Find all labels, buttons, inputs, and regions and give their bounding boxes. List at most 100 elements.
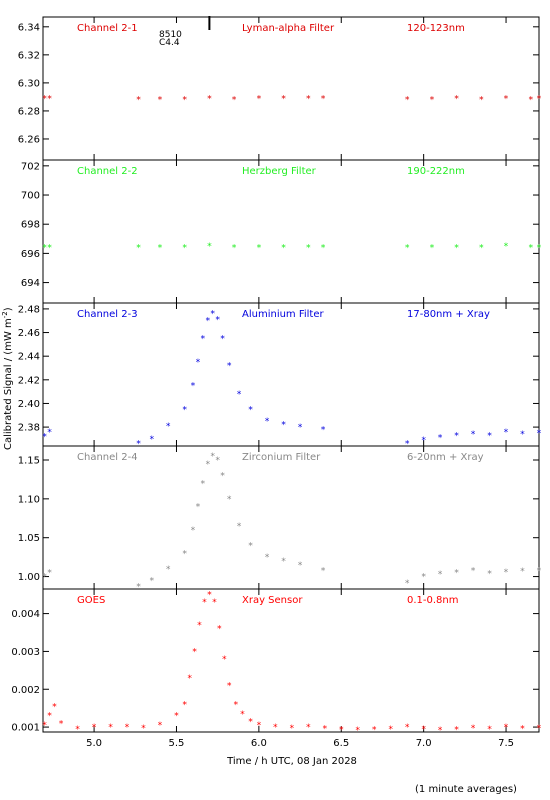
data-point: * [536, 429, 541, 439]
event-label-number: 8510 [159, 30, 182, 40]
panel-band-label: 6-20nm + Xray [407, 452, 484, 463]
data-point: * [256, 721, 261, 731]
data-point: * [320, 244, 325, 254]
data-point: * [182, 244, 187, 254]
data-point: * [149, 435, 154, 445]
data-point: * [437, 726, 442, 736]
data-point: * [503, 428, 508, 438]
data-point: * [454, 726, 459, 736]
y-tick-label: 1.10 [18, 494, 40, 505]
data-point: * [281, 557, 286, 567]
series-points: * * * * * * * * * * * * * * * * * * [42, 94, 542, 105]
data-point: * [355, 726, 360, 736]
panel-frame [42, 16, 540, 161]
data-point: * [157, 244, 162, 254]
data-point: * [233, 700, 238, 710]
data-point: * [536, 566, 541, 576]
data-point: * [226, 682, 231, 692]
data-point: * [421, 436, 426, 446]
y-tick-label: 696 [21, 249, 40, 260]
data-point: * [487, 725, 492, 735]
data-point: * [454, 569, 459, 579]
data-point: * [212, 598, 217, 608]
data-point: * [207, 242, 212, 252]
data-point: * [487, 570, 492, 580]
data-point: * [207, 94, 212, 104]
panel-frame [42, 588, 540, 733]
panels: 6.26 6.28 6.30 6.32 6.34 Channel 2-1 Lyman-alp… [11, 16, 542, 736]
data-point: * [136, 440, 141, 450]
data-point: * [306, 94, 311, 104]
data-point: * [222, 655, 227, 665]
data-point: * [182, 700, 187, 710]
data-point: * [297, 423, 302, 433]
y-tick-label: 6.26 [18, 134, 40, 145]
data-point: * [149, 577, 154, 587]
panel-3: 2.38 2.40 2.42 2.44 2.46 2.48 Channel 2-3 Alumi… [18, 302, 542, 450]
data-point: * [297, 561, 302, 571]
data-point: * [190, 526, 195, 536]
data-point: * [470, 566, 475, 576]
data-point: * [479, 244, 484, 254]
data-point: * [42, 433, 47, 443]
series-points: ***** * * * * *************** * * * * * * * * * * * * * * * *… [42, 591, 542, 736]
y-tick-label: 0.004 [11, 609, 40, 620]
data-point: * [281, 421, 286, 431]
data-point: * [136, 244, 141, 254]
data-point: * [187, 674, 192, 684]
y-tick-label: 2.44 [18, 352, 40, 363]
data-point: * [75, 725, 80, 735]
data-point: * [182, 405, 187, 415]
y-tick-label: 2.46 [18, 328, 40, 339]
data-point: * [306, 723, 311, 733]
data-point: * [248, 542, 253, 552]
y-tick-label: 0.002 [11, 685, 40, 696]
y-tick-label: 0.003 [11, 647, 40, 658]
data-point: * [404, 96, 409, 106]
data-point: * [205, 460, 210, 470]
data-point: * [289, 724, 294, 734]
data-point: * [236, 390, 241, 400]
data-point: * [215, 316, 220, 326]
series-points: ***************************** [42, 310, 542, 450]
data-point: * [454, 431, 459, 441]
y-tick-label: 2.40 [18, 399, 40, 410]
data-point: * [182, 96, 187, 106]
data-point: * [248, 405, 253, 415]
panel-filter-label: Zirconium Filter [242, 452, 321, 463]
series-points: ***************************** [42, 452, 542, 593]
data-point: * [195, 358, 200, 368]
data-point: * [91, 723, 96, 733]
data-point: * [47, 244, 52, 254]
data-point: * [429, 96, 434, 106]
y-tick-label: 700 [21, 191, 40, 202]
data-point: * [306, 244, 311, 254]
data-point: * [536, 94, 541, 104]
x-axis-label: Time / h UTC, 08 Jan 2028 [226, 756, 357, 767]
panel-band-label: 17-80nm + Xray [407, 309, 490, 320]
data-point: * [42, 244, 47, 254]
x-tick-label: 5.0 [86, 738, 102, 749]
data-point: * [108, 723, 113, 733]
data-point: * [454, 244, 459, 254]
data-point: * [47, 94, 52, 104]
y-axis-label-close: ) [3, 307, 14, 311]
data-point: * [503, 568, 508, 578]
x-tick-label: 5.5 [169, 738, 185, 749]
data-point: * [470, 430, 475, 440]
y-tick-label: 0.001 [11, 723, 40, 734]
data-point: * [226, 362, 231, 372]
data-point: * [520, 567, 525, 577]
data-point: * [195, 503, 200, 513]
y-tick-label: 2.42 [18, 375, 40, 386]
data-point: * [454, 94, 459, 104]
data-point: * [520, 725, 525, 735]
data-point: * [231, 96, 236, 106]
panel-1: 6.26 6.28 6.30 6.32 6.34 Channel 2-1 Lyman-alp… [18, 16, 542, 161]
data-point: * [429, 244, 434, 254]
data-point: * [322, 725, 327, 735]
data-point: * [256, 94, 261, 104]
y-tick-label: 702 [21, 161, 40, 172]
data-point: * [320, 566, 325, 576]
data-point: * [240, 710, 245, 720]
